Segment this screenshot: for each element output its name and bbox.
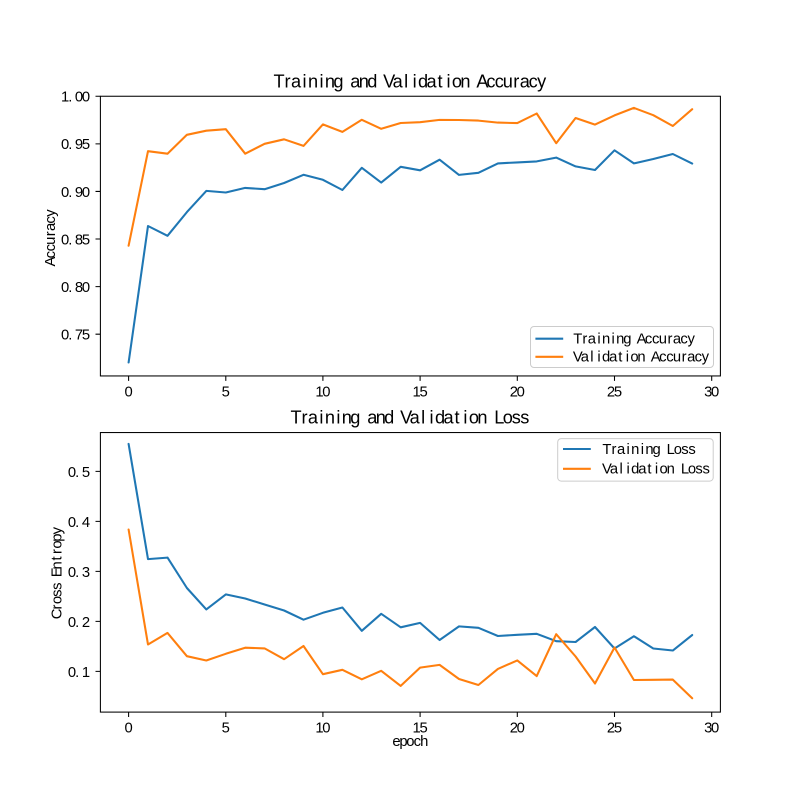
svg-text:TrainingandValidationLoss: TrainingandValidationLoss	[290, 408, 529, 428]
svg-text:25: 25	[607, 385, 622, 401]
svg-text:TrainingLoss: TrainingLoss	[602, 442, 695, 458]
svg-text:10: 10	[315, 385, 330, 401]
svg-text:0.5: 0.5	[68, 465, 90, 481]
svg-text:5: 5	[222, 385, 230, 401]
svg-text:ValidationAccuracy: ValidationAccuracy	[573, 350, 710, 366]
svg-text:0.80: 0.80	[61, 280, 90, 296]
svg-text:0.4: 0.4	[68, 515, 90, 531]
svg-text:0: 0	[124, 721, 132, 737]
svg-text:0.1: 0.1	[68, 665, 90, 681]
svg-text:20: 20	[510, 385, 525, 401]
svg-text:20: 20	[510, 721, 525, 737]
svg-text:0: 0	[124, 385, 132, 401]
svg-text:30: 30	[704, 721, 719, 737]
svg-text:ValidationLoss: ValidationLoss	[602, 462, 710, 478]
svg-text:0.90: 0.90	[61, 185, 90, 201]
svg-text:1.00: 1.00	[61, 90, 90, 106]
svg-text:Accuracy: Accuracy	[43, 209, 59, 267]
svg-text:0.75: 0.75	[61, 328, 90, 344]
svg-text:0.3: 0.3	[68, 565, 90, 581]
svg-text:5: 5	[222, 721, 230, 737]
svg-text:0.85: 0.85	[61, 232, 90, 248]
svg-text:0.95: 0.95	[61, 137, 90, 153]
svg-text:10: 10	[315, 721, 330, 737]
svg-text:15: 15	[413, 721, 428, 737]
svg-text:15: 15	[413, 385, 428, 401]
svg-text:25: 25	[607, 721, 622, 737]
svg-text:CrossEntropy: CrossEntropy	[50, 526, 66, 619]
svg-text:30: 30	[704, 385, 719, 401]
svg-text:0.2: 0.2	[68, 615, 90, 631]
svg-text:epoch: epoch	[392, 734, 428, 750]
